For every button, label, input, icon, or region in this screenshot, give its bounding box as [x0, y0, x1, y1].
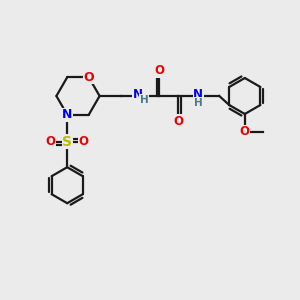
- Text: S: S: [62, 135, 72, 149]
- Text: O: O: [79, 135, 89, 148]
- Text: O: O: [154, 64, 164, 77]
- Text: O: O: [46, 135, 56, 148]
- Text: N: N: [62, 108, 72, 121]
- Text: H: H: [194, 98, 203, 108]
- Text: H: H: [140, 94, 149, 105]
- Text: O: O: [240, 125, 250, 139]
- Text: N: N: [193, 88, 203, 101]
- Text: N: N: [133, 88, 143, 101]
- Text: O: O: [173, 115, 183, 128]
- Text: O: O: [83, 71, 94, 84]
